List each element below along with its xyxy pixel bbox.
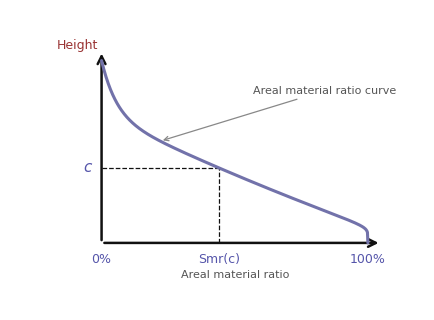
Text: Areal material ratio curve: Areal material ratio curve — [164, 86, 396, 141]
Text: c: c — [83, 160, 91, 175]
Text: Areal material ratio: Areal material ratio — [180, 270, 288, 280]
Text: 0%: 0% — [92, 253, 111, 266]
Text: Height: Height — [57, 39, 98, 52]
Text: Smr(c): Smr(c) — [197, 253, 239, 266]
Text: 100%: 100% — [349, 253, 385, 266]
